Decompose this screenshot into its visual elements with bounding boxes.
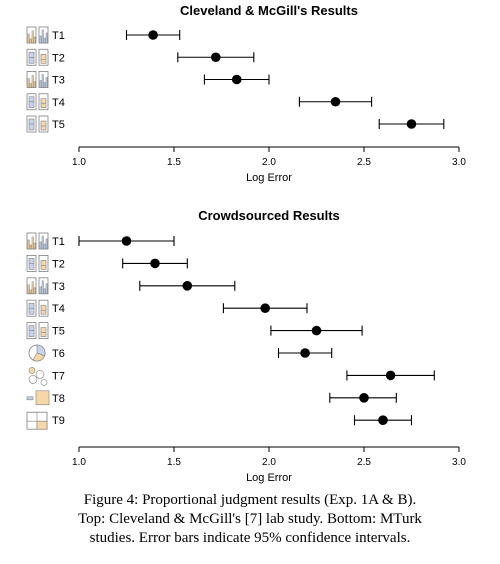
x-tick-label: 3.0 bbox=[452, 157, 466, 168]
data-point bbox=[311, 325, 322, 336]
category-label: T1 bbox=[52, 236, 65, 248]
category-label: T3 bbox=[52, 75, 65, 87]
data-point bbox=[150, 258, 160, 269]
category-label: T6 bbox=[52, 348, 65, 360]
x-tick-label: 1.5 bbox=[167, 157, 181, 168]
data-point bbox=[231, 74, 242, 85]
x-tick-label: 2.0 bbox=[262, 457, 276, 468]
chart-title: Crowdsourced Results bbox=[198, 208, 340, 223]
data-point bbox=[211, 52, 221, 63]
category-label: T2 bbox=[52, 52, 65, 64]
x-tick-label: 2.5 bbox=[357, 157, 371, 168]
treemap-icon bbox=[26, 411, 48, 430]
data-point bbox=[406, 119, 417, 129]
stacked-bar-icon bbox=[26, 299, 49, 317]
pie-icon bbox=[28, 344, 46, 362]
data-point bbox=[121, 236, 132, 246]
category-label: T4 bbox=[52, 303, 65, 315]
category-label: T7 bbox=[52, 370, 65, 382]
data-point bbox=[330, 96, 341, 107]
figure-caption: Figure 4: Proportional judgment results … bbox=[0, 491, 500, 548]
stacked-bar-icon bbox=[26, 322, 49, 340]
data-point bbox=[378, 415, 388, 426]
caption-line-3: studies. Error bars indicate 95% confide… bbox=[89, 530, 411, 546]
category-label: T5 bbox=[52, 326, 65, 338]
bar-group-icon bbox=[26, 26, 49, 44]
x-tick-label: 2.0 bbox=[262, 157, 276, 168]
stacked-bar-icon bbox=[26, 48, 49, 66]
bubble-icon bbox=[28, 367, 48, 386]
data-point bbox=[148, 30, 158, 40]
x-axis-label: Log Error bbox=[246, 472, 292, 484]
category-label: T3 bbox=[52, 281, 65, 293]
category-label: T1 bbox=[52, 30, 65, 42]
x-tick-label: 1.0 bbox=[72, 457, 86, 468]
bar-group-icon bbox=[26, 232, 49, 250]
x-tick-label: 1.0 bbox=[72, 157, 86, 168]
stacked-bar-icon bbox=[26, 93, 49, 111]
stacked-bar-icon bbox=[26, 254, 49, 272]
stacked-bar-icon bbox=[26, 115, 49, 133]
bar-group-icon bbox=[26, 277, 49, 295]
data-point bbox=[359, 393, 369, 403]
panel-crowdsourced: Crowdsourced Results T1 T2 T3 T4 T5 T6 T7 T8 T9 1.… bbox=[26, 208, 466, 484]
category-label: T8 bbox=[52, 393, 65, 405]
figure: Cleveland & McGill's Results T1 T2 T3 T4 T5 1.… bbox=[26, 3, 466, 484]
data-point bbox=[300, 348, 310, 358]
caption-line-2: Top: Cleveland & McGill's [7] lab study.… bbox=[78, 511, 422, 527]
bar-group-icon bbox=[26, 71, 49, 88]
data-point bbox=[182, 281, 193, 291]
square-area-icon bbox=[26, 390, 50, 406]
category-label: T9 bbox=[52, 415, 65, 427]
category-label: T4 bbox=[52, 97, 65, 109]
chart-title: Cleveland & McGill's Results bbox=[180, 3, 358, 18]
x-tick-label: 3.0 bbox=[452, 457, 466, 468]
category-label: T5 bbox=[52, 119, 65, 131]
x-tick-label: 2.5 bbox=[357, 457, 371, 468]
x-tick-label: 1.5 bbox=[167, 457, 181, 468]
caption-line-1: Figure 4: Proportional judgment results … bbox=[83, 492, 417, 508]
panel-cleveland-mcgill: Cleveland & McGill's Results T1 T2 T3 T4 T5 1.… bbox=[26, 3, 466, 184]
category-label: T2 bbox=[52, 258, 65, 270]
data-point bbox=[260, 303, 271, 314]
x-axis-label: Log Error bbox=[246, 172, 292, 184]
data-point bbox=[385, 370, 396, 381]
